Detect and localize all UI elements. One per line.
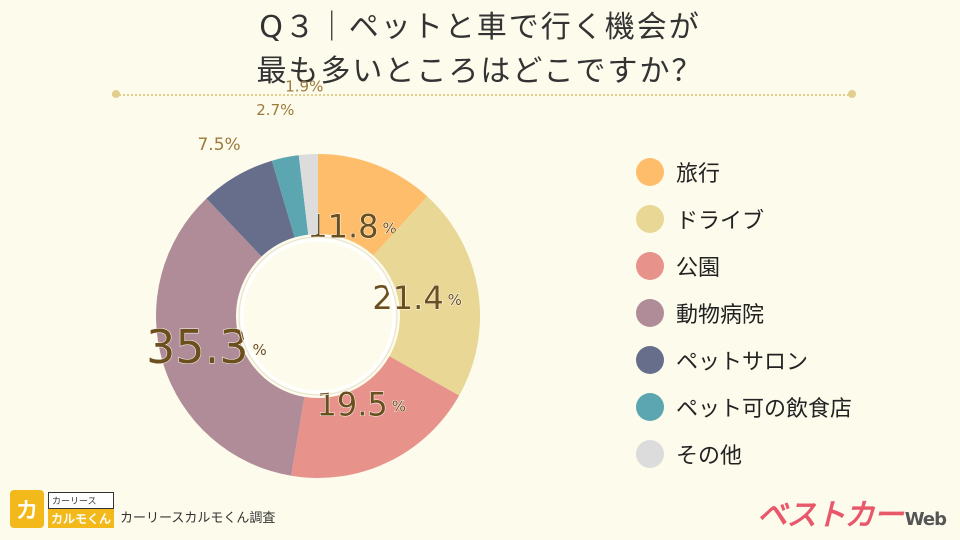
legend-item-6: ペット可の飲食店 bbox=[636, 383, 852, 430]
inner-ring-outline bbox=[238, 236, 398, 396]
data-label-7: 1.9% bbox=[285, 77, 323, 95]
legend-item-7: その他 bbox=[636, 430, 852, 477]
legend-label: 公園 bbox=[676, 255, 721, 281]
slice-6 bbox=[271, 155, 309, 238]
legend-label: ドライブ bbox=[676, 208, 765, 234]
karumo-logo-icon: カ bbox=[10, 490, 44, 528]
legend: 旅行ドライブ公園動物病院ペットサロンペット可の飲食店 その他 bbox=[636, 148, 852, 477]
data-label-4: 35.3% bbox=[146, 320, 267, 374]
bestcar-web-logo: ベストカー Web bbox=[757, 490, 947, 534]
legend-item-5: ペットサロン bbox=[636, 336, 852, 383]
source-text: カーリースカルモくん調査 bbox=[120, 511, 276, 526]
divider-dot-left bbox=[112, 90, 120, 98]
title-line-2: 最も多いところはどこですか？ bbox=[256, 54, 704, 89]
legend-item-2: ドライブ bbox=[636, 195, 852, 242]
slice-3 bbox=[291, 356, 460, 478]
legend-label: その他 bbox=[676, 443, 743, 469]
brand-suffix: Web bbox=[904, 509, 947, 530]
legend-label: ペットサロン bbox=[676, 349, 809, 375]
divider-dot-right bbox=[848, 90, 856, 98]
slice-4 bbox=[156, 198, 305, 476]
title-divider bbox=[112, 94, 852, 96]
legend-item-1: 旅行 bbox=[636, 148, 852, 195]
title-line-1: Q３｜ペットと車で行く機会が bbox=[259, 10, 701, 45]
legend-swatch bbox=[636, 157, 664, 186]
logo-top-text: カーリース bbox=[48, 492, 115, 509]
legend-label: 動物病院 bbox=[676, 302, 765, 328]
source-credit: カ カーリース カルモくん カーリースカルモくん調査 bbox=[10, 490, 275, 528]
data-label-6: 2.7% bbox=[256, 100, 294, 118]
legend-swatch bbox=[636, 298, 664, 327]
data-label-1: 11.8% bbox=[307, 207, 397, 245]
chart-title: Q３｜ペットと車で行く機会が 最も多いところはどこですか？ bbox=[0, 6, 960, 94]
karumo-logo: カーリース カルモくん bbox=[48, 492, 115, 528]
legend-label: ペット可の飲食店 bbox=[676, 396, 853, 422]
data-label-5: 7.5% bbox=[197, 135, 240, 155]
legend-swatch bbox=[636, 251, 664, 280]
slice-7 bbox=[298, 154, 318, 235]
logo-main-text: カルモくん bbox=[48, 509, 115, 528]
slice-1 bbox=[318, 154, 428, 256]
legend-label: 旅行 bbox=[676, 161, 721, 187]
brand-name: ベストカー bbox=[757, 498, 904, 533]
legend-item-4: 動物病院 bbox=[636, 289, 852, 336]
data-label-3: 19.5% bbox=[317, 386, 407, 424]
legend-swatch bbox=[636, 204, 664, 233]
slice-5 bbox=[206, 160, 295, 257]
legend-item-3: 公園 bbox=[636, 242, 852, 289]
data-label-2: 21.4% bbox=[372, 279, 462, 317]
inner-ring bbox=[240, 238, 396, 394]
slice-2 bbox=[373, 196, 480, 396]
legend-swatch bbox=[636, 345, 664, 374]
legend-swatch bbox=[636, 439, 664, 468]
legend-swatch bbox=[636, 392, 664, 421]
